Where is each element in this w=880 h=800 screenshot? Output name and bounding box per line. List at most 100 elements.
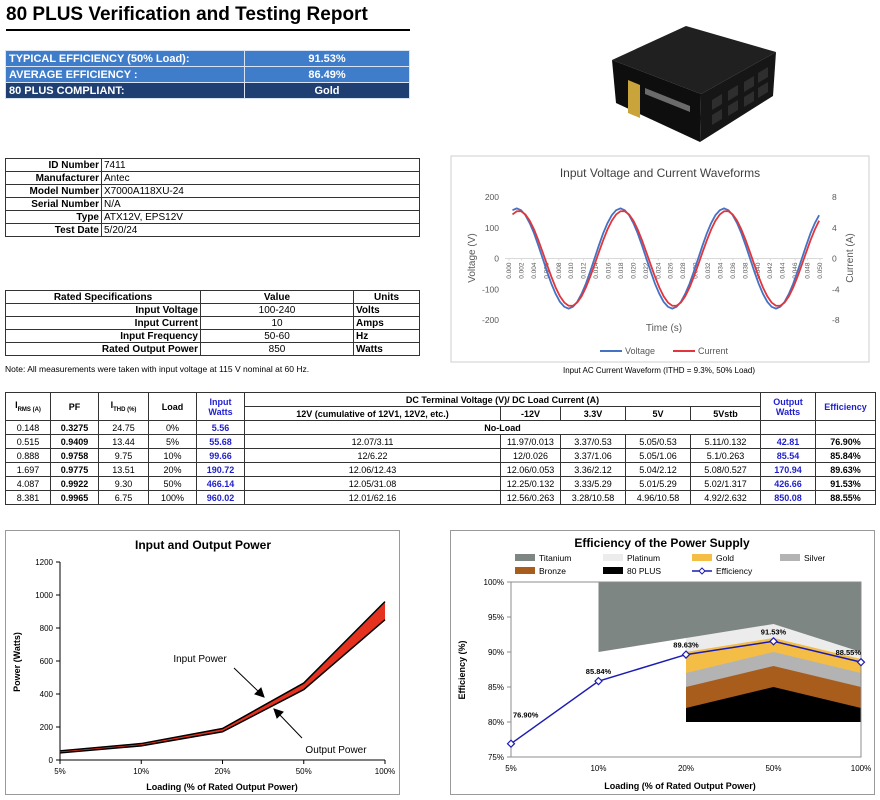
header-cell: 5V	[625, 406, 691, 421]
summary-table: TYPICAL EFFICIENCY (50% Load): 91.53% AVER…	[5, 50, 410, 99]
table-cell: 0.3275	[50, 420, 99, 435]
table-row: Input Frequency 50-60 Hz	[5, 329, 420, 343]
header-cell: -12V	[500, 406, 561, 421]
header-cell: 12V (cumulative of 12V1, 12V2, etc.)	[244, 406, 501, 421]
x-axis-label: Loading (% of Rated Output Power)	[604, 781, 756, 791]
legend-label: Voltage	[625, 346, 655, 356]
table-cell: 99.66	[196, 448, 245, 463]
x-tick-label: 0.008	[556, 262, 563, 279]
header-cell: Load	[148, 392, 197, 421]
chart-title: Efficiency of the Power Supply	[574, 536, 750, 550]
table-cell: 466.14	[196, 476, 245, 491]
table-cell: Serial Number	[5, 197, 102, 211]
table-cell: 5.04/2.12	[625, 462, 691, 477]
x-tick-label: 0.050	[817, 262, 824, 279]
header-cell: ITHD (%)	[98, 392, 149, 421]
empty-cell	[815, 420, 877, 435]
table-cell: 12.06/0.053	[500, 462, 561, 477]
x-tick-label: 20%	[678, 764, 694, 773]
table-cell: Volts	[353, 303, 420, 317]
header-cell: Value	[200, 290, 354, 304]
y-tick-label: 200	[485, 192, 499, 202]
annotation-arrows	[233, 667, 303, 739]
table-row: Type ATX12V, EPS12V	[5, 210, 420, 224]
table-cell: 8.381	[5, 490, 51, 505]
table-cell: 190.72	[196, 462, 245, 477]
x-tick-label: 0.010	[568, 262, 575, 279]
data-label: 89.63%	[673, 641, 699, 650]
x-tick-label: 5%	[54, 767, 66, 776]
table-row: Serial Number N/A	[5, 197, 420, 211]
x-tick-label: 0.020	[630, 262, 637, 279]
header-subscript: RMS (A)	[17, 406, 41, 413]
x-tick-label: 0.038	[742, 262, 749, 279]
table-cell: 426.66	[760, 476, 817, 491]
series-line	[59, 619, 386, 754]
table-cell: 850	[200, 342, 354, 356]
header-cell: Input Watts	[196, 392, 245, 421]
empty-cell	[760, 420, 817, 435]
table-cell: 100%	[148, 490, 197, 505]
table-cell: 50-60	[200, 329, 354, 343]
header-row: IRMS (A) PF ITHD (%) Load Input Watts DC Term…	[5, 392, 877, 421]
table-cell: 10	[200, 316, 354, 330]
table-cell: 5.02/1.317	[689, 476, 762, 491]
table-cell: 50%	[148, 476, 197, 491]
table-cell: ID Number	[5, 158, 102, 172]
x-tick-label: 0.040	[755, 262, 762, 279]
header-cell: Rated Specifications	[5, 290, 201, 304]
y-tick-label: 80%	[488, 718, 504, 727]
x-tick-label: 5%	[505, 764, 517, 773]
table-cell: 85.84%	[815, 448, 877, 463]
y2-tick-label: -8	[832, 315, 840, 325]
header-text: I	[110, 400, 114, 411]
x-tick-label: 0.034	[717, 262, 724, 279]
header-cell: DC Terminal Voltage (V)/ DC Load Current…	[243, 392, 762, 407]
table-row: Model Number X7000A118XU-24	[5, 184, 420, 198]
table-cell: Watts	[353, 342, 420, 356]
x-tick-label: 10%	[590, 764, 606, 773]
y-tick-label: 90%	[488, 648, 504, 657]
x-tick-label: 0.042	[767, 262, 774, 279]
data-point	[506, 739, 516, 749]
psu-label	[628, 80, 640, 118]
x-tick-label: 50%	[765, 764, 781, 773]
table-cell: 89.63%	[815, 462, 877, 477]
header-cell: Units	[353, 290, 420, 304]
y-tick-label: 1200	[35, 558, 53, 567]
table-cell: Test Date	[5, 223, 102, 237]
table-cell: AVERAGE EFFICIENCY :	[5, 66, 245, 83]
table-cell: 3.37/1.06	[560, 448, 626, 463]
test-results-table: IRMS (A) PF ITHD (%) Load Input Watts DC Term…	[5, 392, 877, 505]
table-cell: 1.697	[5, 462, 51, 477]
x-tick-label: 0.002	[518, 262, 525, 279]
table-cell: 5.11/0.132	[689, 434, 762, 449]
x-tick-label: 20%	[214, 767, 230, 776]
legend-label: 80 PLUS	[627, 566, 661, 576]
table-cell: 0.515	[5, 434, 51, 449]
table-cell: Hz	[353, 329, 420, 343]
table-cell: 170.94	[760, 462, 817, 477]
table-row: 80 PLUS COMPLIANT: Gold	[5, 82, 410, 99]
x-axis-label: Time (s)	[646, 323, 682, 334]
table-cell: Amps	[353, 316, 420, 330]
table-cell: No-Load	[243, 420, 762, 435]
legend-swatch	[692, 554, 712, 561]
y-tick-label: 200	[40, 723, 54, 732]
table-cell: 7411	[101, 158, 420, 172]
table-row: 8.381 0.9965 6.75 100% 960.02 12.01/62.16 12.5…	[5, 490, 877, 505]
header-text: I	[15, 400, 18, 411]
table-row: ID Number 7411	[5, 158, 420, 172]
table-cell: 3.36/2.12	[560, 462, 626, 477]
table-cell: TYPICAL EFFICIENCY (50% Load):	[5, 50, 245, 67]
table-cell: 5.05/1.06	[625, 448, 691, 463]
x-tick-label: 0.026	[668, 262, 675, 279]
table-cell: 12.25/0.132	[500, 476, 561, 491]
legend-label: Silver	[804, 553, 825, 563]
header-cell: 5Vstb	[689, 406, 762, 421]
note: Note: All measurements were taken with i…	[5, 364, 310, 374]
table-cell: 91.53%	[815, 476, 877, 491]
table-cell: X7000A118XU-24	[101, 184, 420, 198]
table-cell: 0.888	[5, 448, 51, 463]
